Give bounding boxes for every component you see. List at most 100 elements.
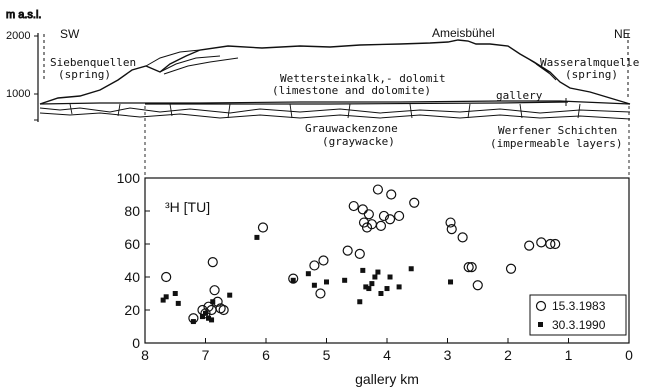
data-marks (160, 184, 561, 325)
point-1990 (363, 284, 369, 290)
point-1990 (172, 291, 178, 296)
legend: 15.3.1983 30.3.1990 (529, 294, 627, 336)
point-1983 (463, 262, 474, 273)
point-1983 (386, 189, 397, 200)
point-1983 (200, 308, 211, 319)
cs-y-tick-label-2000: 2000 (6, 30, 30, 42)
point-1983 (218, 304, 229, 316)
point-1983 (446, 224, 457, 235)
point-1983 (315, 288, 326, 299)
point-1983 (209, 285, 220, 296)
point-1983 (524, 240, 535, 251)
point-1983 (363, 209, 374, 220)
label-ameisbuehel: Ameisbühel (432, 26, 495, 40)
label-werfener: Werfener Schichten (498, 124, 617, 137)
legend-label-1983: 15.3.1983 (552, 299, 606, 313)
x-tick-label: 7 (202, 347, 210, 363)
x-tick-label: 5 (323, 347, 331, 363)
point-1983 (375, 220, 387, 231)
legend-box (529, 294, 627, 336)
point-1990 (375, 269, 381, 275)
point-1990 (378, 291, 384, 296)
point-1983 (472, 280, 483, 291)
point-1990 (163, 294, 169, 300)
label-wasseralm: Wasseralmquelle (540, 56, 639, 69)
point-1983 (550, 238, 561, 250)
point-1990 (209, 317, 215, 323)
y-tick-label: 100 (117, 170, 141, 186)
point-1983 (409, 197, 420, 208)
base-layer-2 (39, 107, 631, 114)
point-1983 (545, 238, 556, 250)
y-tick-label: 0 (132, 335, 140, 351)
label-grauwacken: Grauwackenzone (305, 122, 398, 135)
x-tick-label: 3 (444, 347, 452, 363)
point-1990 (206, 315, 212, 321)
x-axis-label: gallery km (355, 371, 419, 387)
x-tick-label: 1 (565, 347, 573, 363)
point-1990 (342, 277, 348, 283)
point-1990 (408, 266, 414, 272)
fold-band (145, 49, 239, 75)
point-1983 (505, 263, 517, 274)
point-1983 (342, 245, 353, 256)
cross-section: m a.s.l. 2000 1000 SW NE Siebenquellen ( (6, 9, 639, 178)
point-1983 (309, 260, 320, 271)
label-siebenquellen: Siebenquellen (50, 56, 136, 69)
legend-marker-1990 (538, 322, 543, 327)
point-1990 (366, 286, 372, 292)
point-1990 (384, 286, 390, 292)
point-1990 (160, 297, 166, 303)
point-1983 (161, 271, 172, 283)
cs-y-unit: m a.s.l. (6, 9, 41, 21)
cs-y-tick-label-1000: 1000 (6, 88, 30, 100)
point-1983 (466, 262, 477, 273)
point-1990 (203, 310, 208, 316)
label-gallery: gallery (496, 89, 543, 102)
point-1990 (372, 274, 378, 280)
label-siebenquellen-note: (spring) (58, 68, 111, 81)
point-1990 (357, 299, 363, 305)
point-1983 (378, 210, 390, 222)
label-wetterstein: Wettersteinkalk,- dolomit (280, 72, 446, 85)
point-1990 (227, 292, 233, 298)
x-tick-label: 6 (262, 347, 270, 363)
point-1990 (254, 234, 260, 240)
point-1983 (318, 255, 329, 266)
point-1990 (311, 282, 317, 288)
point-1983 (358, 217, 370, 228)
legend-marker-1983 (535, 300, 547, 312)
point-1990 (190, 319, 196, 325)
point-1990 (448, 279, 454, 285)
x-tick-label: 8 (141, 347, 149, 363)
x-tick-label: 0 (625, 347, 633, 363)
x-tick-label: 4 (383, 347, 391, 363)
point-1983 (445, 217, 456, 228)
y-tick-label: 20 (124, 302, 140, 318)
point-1983 (257, 222, 269, 233)
direction-ne: NE (614, 27, 631, 41)
point-1983 (394, 210, 405, 222)
base-layer-3 (39, 112, 631, 120)
cliff-band (529, 59, 557, 81)
point-1983 (354, 248, 365, 259)
x-tick-label: 2 (504, 347, 512, 363)
point-1983 (288, 273, 299, 284)
point-1983 (457, 232, 468, 243)
point-1990 (210, 299, 216, 305)
label-grauwacken-note: (graywacke) (322, 135, 395, 148)
label-werfener-note: (impermeable layers) (490, 137, 622, 150)
legend-label-1990: 30.3.1990 (552, 318, 606, 332)
y-tick-label: 80 (124, 203, 140, 219)
base-layer-1 (39, 100, 631, 105)
gallery-line (145, 101, 569, 105)
point-1983 (207, 257, 218, 268)
point-1983 (372, 184, 384, 195)
point-1990 (369, 281, 375, 287)
point-1983 (203, 301, 214, 312)
point-1990 (305, 271, 311, 277)
point-1983 (384, 214, 396, 225)
